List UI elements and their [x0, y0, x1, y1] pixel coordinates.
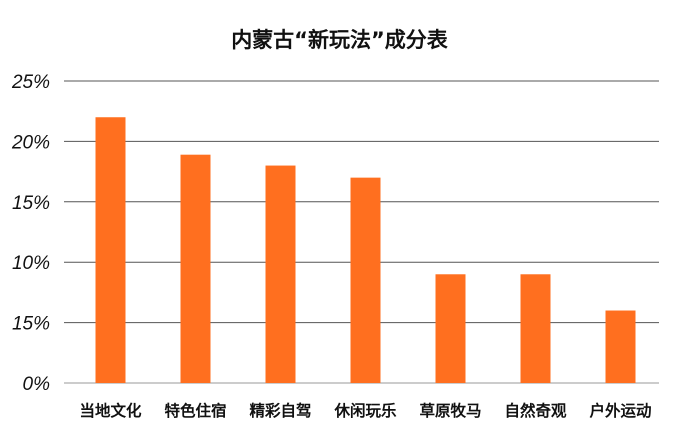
- y-tick-label: 20%: [11, 132, 50, 153]
- x-tick-label: 精彩自驾: [249, 401, 311, 420]
- bar: [520, 274, 551, 383]
- bar: [180, 154, 211, 383]
- chart-title: 内蒙古“新玩法”成分表: [231, 28, 448, 52]
- x-tick-label: 户外运动: [589, 401, 651, 420]
- bar: [605, 310, 636, 383]
- bar: [350, 177, 381, 383]
- y-tick-label: 15%: [12, 193, 50, 214]
- y-tick-label: 10%: [12, 253, 50, 274]
- x-tick-label: 当地文化: [79, 401, 142, 420]
- x-tick-label: 休闲玩乐: [333, 401, 397, 420]
- x-tick-label: 草原牧马: [419, 401, 481, 420]
- y-tick-label: 0%: [23, 374, 51, 395]
- x-tick-label: 特色住宿: [164, 401, 226, 420]
- y-tick-label: 25%: [11, 72, 50, 93]
- bar: [95, 117, 126, 384]
- bar: [265, 165, 296, 383]
- bar: [435, 274, 466, 383]
- y-tick-label: 15%: [12, 314, 50, 335]
- x-tick-label: 自然奇观: [504, 401, 567, 420]
